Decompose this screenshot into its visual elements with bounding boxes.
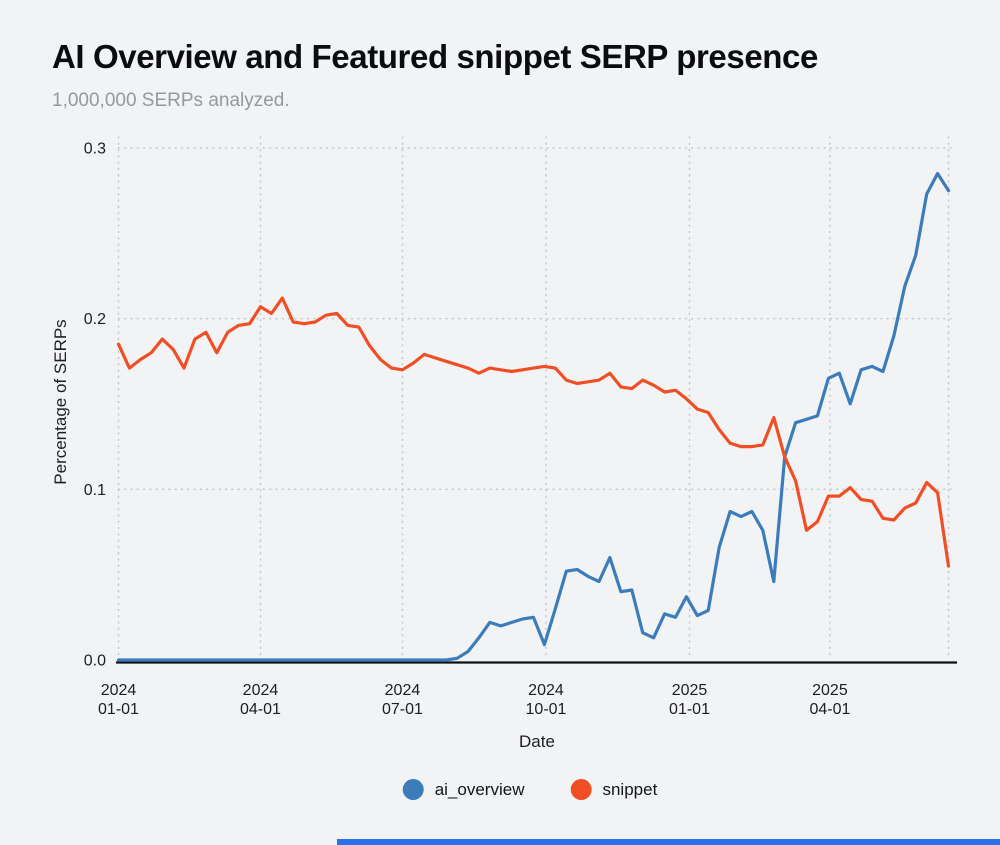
legend-item-ai-overview: ai_overview: [402, 779, 525, 800]
chart-legend: ai_overview snippet: [402, 779, 657, 800]
chart-title: AI Overview and Featured snippet SERP pr…: [52, 38, 818, 75]
y-tick-labels: 0.0 0.1 0.2 0.3: [84, 140, 106, 669]
series-lines: [116, 171, 951, 662]
legend-marker-ai-overview: [402, 779, 424, 800]
chart-subtitle: 1,000,000 SERPs analyzed.: [52, 90, 290, 111]
y-axis-title: Percentage of SERPs: [51, 319, 70, 484]
vertical-gridlines: [117, 136, 950, 657]
legend-label-ai-overview: ai_overview: [434, 779, 525, 799]
cut-off-blue-element[interactable]: [337, 839, 1000, 845]
legend-label-snippet: snippet: [602, 779, 658, 799]
legend-marker-snippet: [570, 779, 592, 800]
horizontal-gridlines: [117, 147, 952, 491]
svg-text:0.2: 0.2: [84, 311, 106, 328]
legend-item-snippet: snippet: [570, 779, 657, 800]
x-axis-title: Date: [519, 732, 555, 751]
svg-text:0.3: 0.3: [84, 140, 106, 157]
svg-text:0.0: 0.0: [84, 653, 106, 670]
x-tick-labels: 2024 01-01 2024 04-01 2024 07-01 2024 10-01 2025…: [98, 682, 850, 718]
svg-text:0.1: 0.1: [84, 482, 106, 499]
